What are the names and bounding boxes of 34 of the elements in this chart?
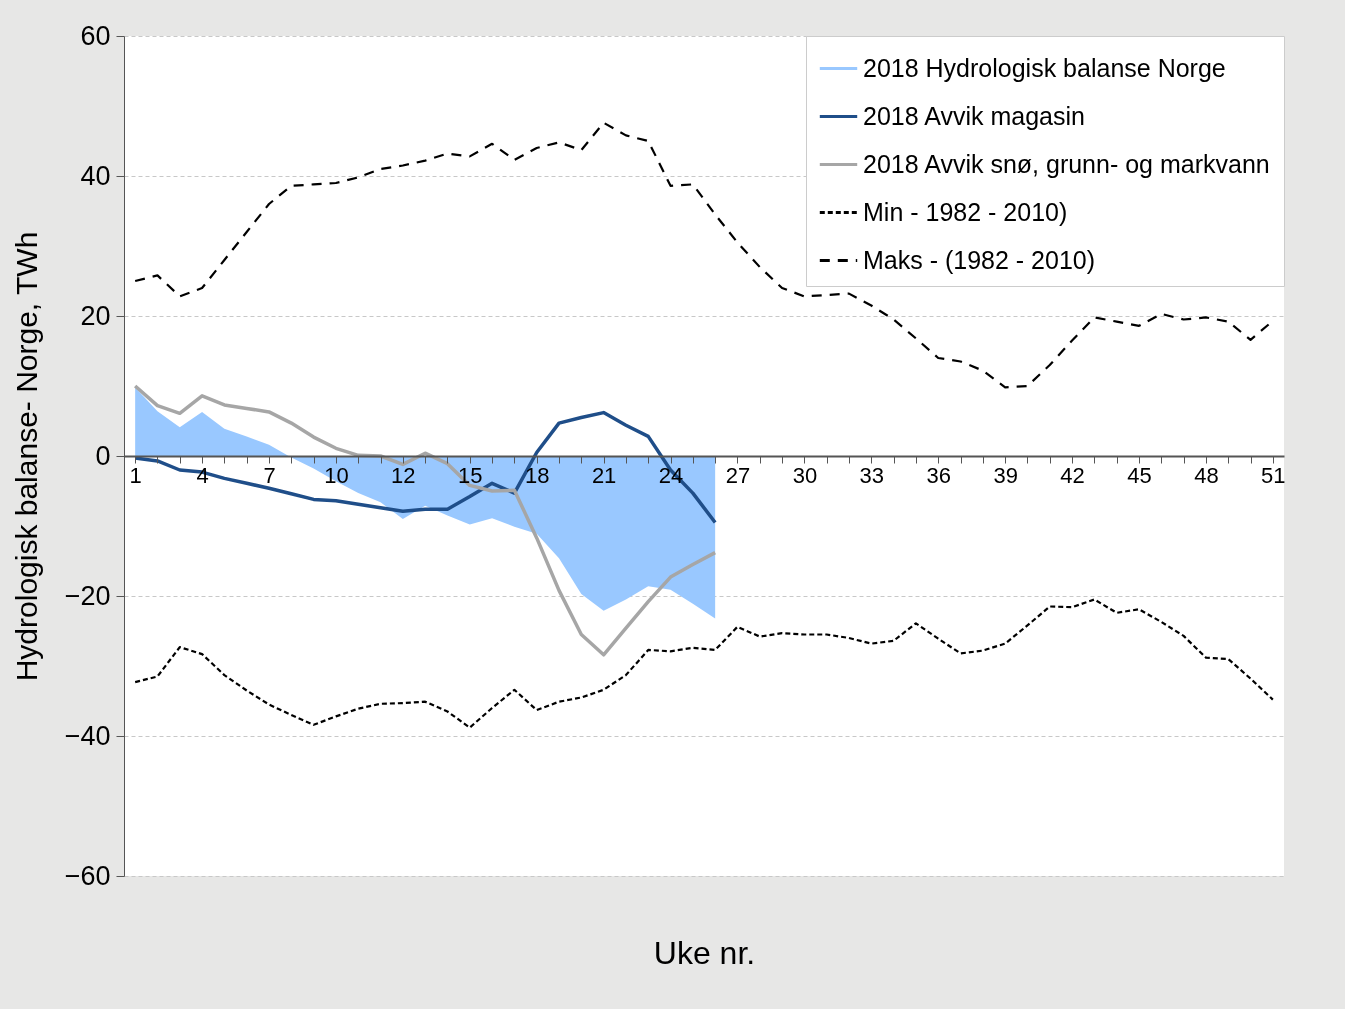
- x-tick-label: 51: [1261, 462, 1286, 488]
- x-tick-label: 42: [1060, 462, 1085, 488]
- line-series: [133, 410, 717, 525]
- x-tick-label: 39: [993, 462, 1018, 488]
- x-axis-title: Uke nr.: [653, 934, 756, 971]
- x-tick-label: 48: [1194, 462, 1219, 488]
- x-tick-label: 15: [458, 462, 483, 488]
- x-tick-label: 12: [391, 462, 416, 488]
- y-tick-label: 0: [95, 440, 111, 471]
- x-tick-label: 36: [926, 462, 951, 488]
- x-tick-label: 24: [658, 462, 684, 488]
- legend-label: Maks - (1982 - 2010): [863, 245, 1096, 274]
- x-tick-label: 10: [324, 462, 349, 488]
- x-tick-label: 21: [591, 462, 617, 488]
- y-axis-title: Hydrologisk balanse- Norge, TWh: [9, 231, 43, 682]
- line-series: [133, 384, 717, 657]
- y-tick-label: 60: [80, 20, 111, 51]
- x-tick-label: 7: [263, 462, 276, 488]
- x-tick-label: 30: [792, 462, 818, 488]
- x-tick-label: 33: [859, 462, 885, 488]
- y-tick-label: 20: [80, 300, 111, 331]
- y-tick-label: −60: [64, 860, 111, 891]
- legend-label: Min - 1982 - 2010): [863, 197, 1068, 226]
- y-tick-label: 40: [80, 160, 111, 191]
- y-tick-label: −40: [64, 720, 111, 751]
- x-tick-label: 45: [1127, 462, 1152, 488]
- x-tick-label: 27: [725, 462, 751, 488]
- line-series: [134, 598, 1274, 729]
- x-tick-label: 18: [524, 462, 550, 488]
- legend-label: 2018 Avvik snø, grunn- og markvann: [863, 149, 1270, 178]
- x-tick-label: 1: [129, 462, 142, 488]
- legend-label: 2018 Hydrologisk balanse Norge: [863, 53, 1226, 82]
- y-tick-label: −20: [64, 580, 111, 611]
- legend-label: 2018 Avvik magasin: [863, 101, 1085, 130]
